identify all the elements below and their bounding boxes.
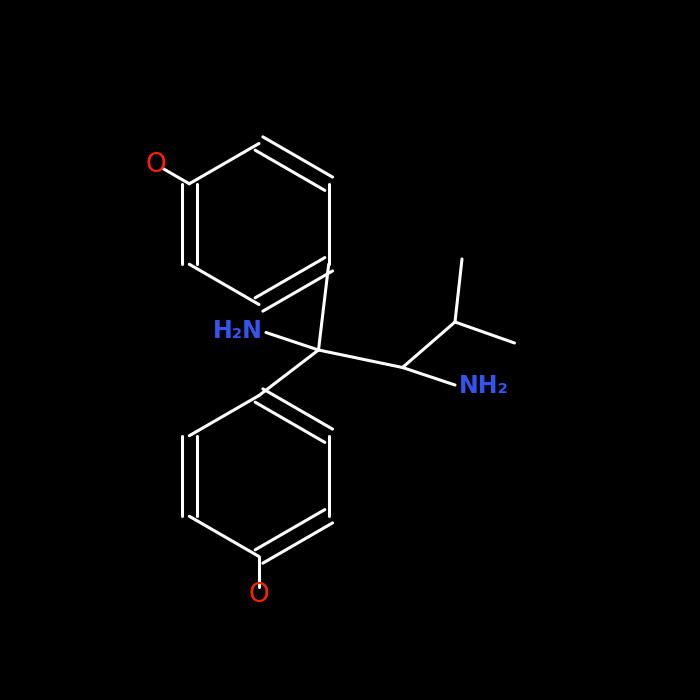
Text: O: O (248, 582, 270, 608)
Text: O: O (146, 151, 167, 178)
Text: H₂N: H₂N (213, 319, 262, 343)
Text: NH₂: NH₂ (458, 374, 508, 398)
